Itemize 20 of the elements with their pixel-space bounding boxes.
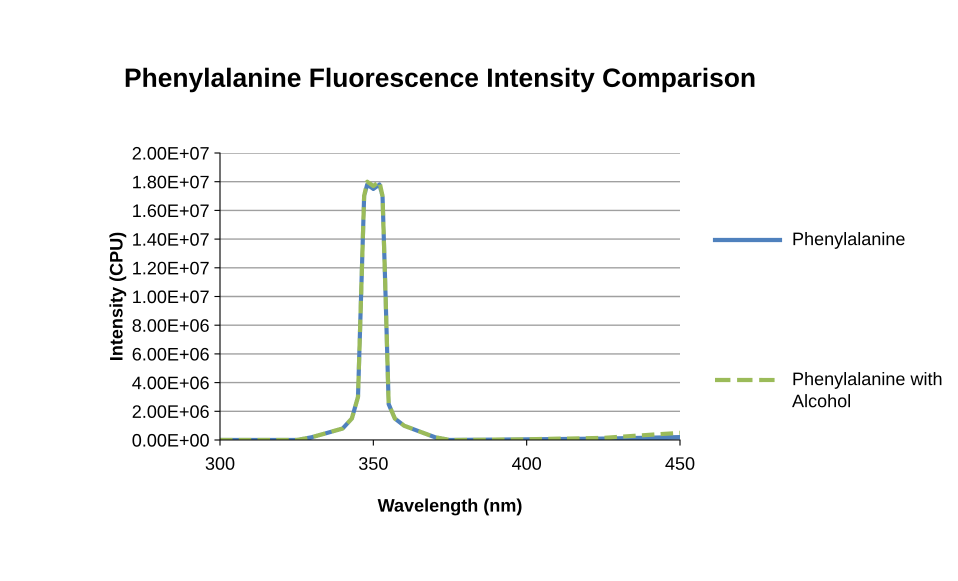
y-tick-label: 2.00E+06 [132,405,209,418]
y-tick-label: 2.00E+07 [132,146,209,160]
x-tick-label: 300 [206,457,234,470]
y-tick-label: 6.00E+06 [132,348,209,361]
x-tick-label: 350 [358,457,388,470]
y-tick-label: 8.00E+06 [132,319,209,332]
chart-title: Phenylalanine Fluorescence Intensity Comparison [126,68,754,92]
legend-label: Phenylalanine with Alcohol [792,372,942,408]
y-tick-label: 0.00E+00 [132,434,209,447]
x-axis-title: Wavelength (nm) [378,498,522,516]
x-tick-label: 450 [665,457,694,470]
y-tick-label: 1.00E+07 [133,290,209,304]
y-tick-label: 1.80E+07 [133,176,209,188]
y-tick-label: 1.40E+07 [133,233,209,246]
y-tick-label: 1.20E+07 [133,262,209,275]
legend-label: Phenylalanine [793,232,905,249]
y-axis-title: Intensity (CPU) [109,232,126,360]
y-tick-label: 1.60E+07 [133,204,209,218]
y-tick-label: 4.00E+06 [132,376,209,390]
x-tick-label: 400 [512,457,542,470]
